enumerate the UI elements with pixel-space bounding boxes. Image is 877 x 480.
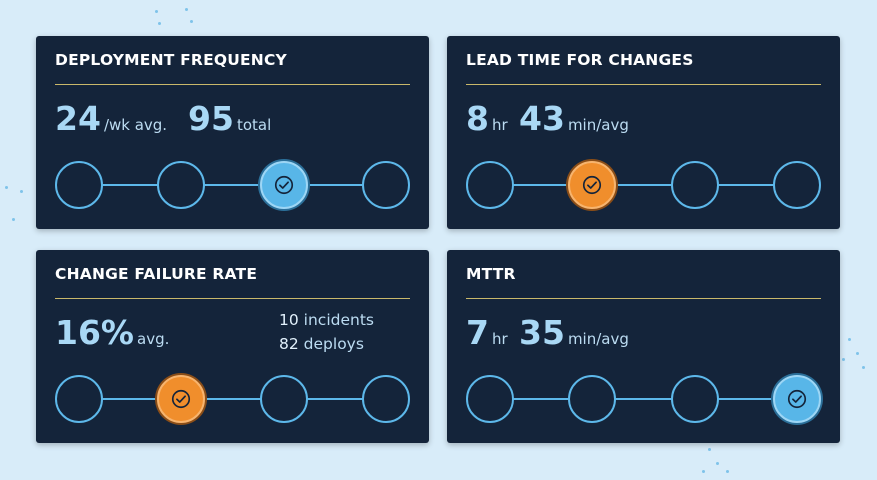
stage-node-3 [260,375,308,423]
deploys-value: 82 [279,335,299,353]
incident-summary: 10 incidents 82 deploys [279,308,374,356]
metric-total: 95 total [188,102,271,135]
card-lead-time-for-changes: LEAD TIME FOR CHANGES 8 hr 43 min/avg [447,36,840,229]
deploys-count: 82 deploys [279,332,374,356]
stage-node-2 [568,375,616,423]
stage-node-1 [55,375,103,423]
stage-node-4-selected [773,375,821,423]
check-circle-icon [787,389,807,409]
track-line [75,184,390,186]
metric-value: 8 [466,99,489,138]
metric-unit: /wk avg. [103,116,168,134]
metric-unit: min/avg [567,330,629,348]
card-title: MTTR [466,265,516,283]
title-divider [55,84,410,85]
track-line [486,398,801,400]
title-divider [466,298,821,299]
track-line [75,398,390,400]
metric-hours: 8 hr [466,102,508,135]
stage-node-1 [466,161,514,209]
incidents-count: 10 incidents [279,308,374,332]
metric-failure-rate: 16% avg. [55,316,169,349]
stage-track [466,161,821,209]
metric-minutes: 35 min/avg [519,316,629,349]
metric-value: 95 [188,99,234,138]
metric-unit: hr [491,116,508,134]
check-circle-icon [171,389,191,409]
stage-node-4 [773,161,821,209]
metric-value: 16% [55,313,134,352]
incidents-label: incidents [303,311,374,329]
card-mttr: MTTR 7 hr 35 min/avg [447,250,840,443]
metric-unit: hr [491,330,508,348]
stage-node-3-selected [260,161,308,209]
stage-node-2-selected [157,375,205,423]
incidents-value: 10 [279,311,299,329]
stage-node-3 [671,161,719,209]
metric-value: 7 [466,313,489,352]
check-circle-icon [582,175,602,195]
card-title: DEPLOYMENT FREQUENCY [55,51,287,69]
stage-node-1 [55,161,103,209]
stage-node-2-selected [568,161,616,209]
metric-weekly-average: 24 /wk avg. [55,102,167,135]
metric-unit: min/avg [567,116,629,134]
metric-minutes: 43 min/avg [519,102,629,135]
stage-track [55,375,410,423]
metric-hours: 7 hr [466,316,508,349]
stage-track [55,161,410,209]
stage-node-1 [466,375,514,423]
check-circle-icon [274,175,294,195]
stage-node-3 [671,375,719,423]
metric-unit: total [236,116,272,134]
title-divider [466,84,821,85]
stage-node-2 [157,161,205,209]
metric-value: 24 [55,99,101,138]
card-deployment-frequency: DEPLOYMENT FREQUENCY 24 /wk avg. 95 tota… [36,36,429,229]
card-title: LEAD TIME FOR CHANGES [466,51,694,69]
stage-node-4 [362,161,410,209]
track-line [486,184,801,186]
metric-value: 35 [519,313,565,352]
title-divider [55,298,410,299]
stage-node-4 [362,375,410,423]
card-change-failure-rate: CHANGE FAILURE RATE 16% avg. 10 incident… [36,250,429,443]
stage-track [466,375,821,423]
metric-value: 43 [519,99,565,138]
metric-unit: avg. [137,330,170,348]
deploys-label: deploys [303,335,364,353]
card-title: CHANGE FAILURE RATE [55,265,258,283]
